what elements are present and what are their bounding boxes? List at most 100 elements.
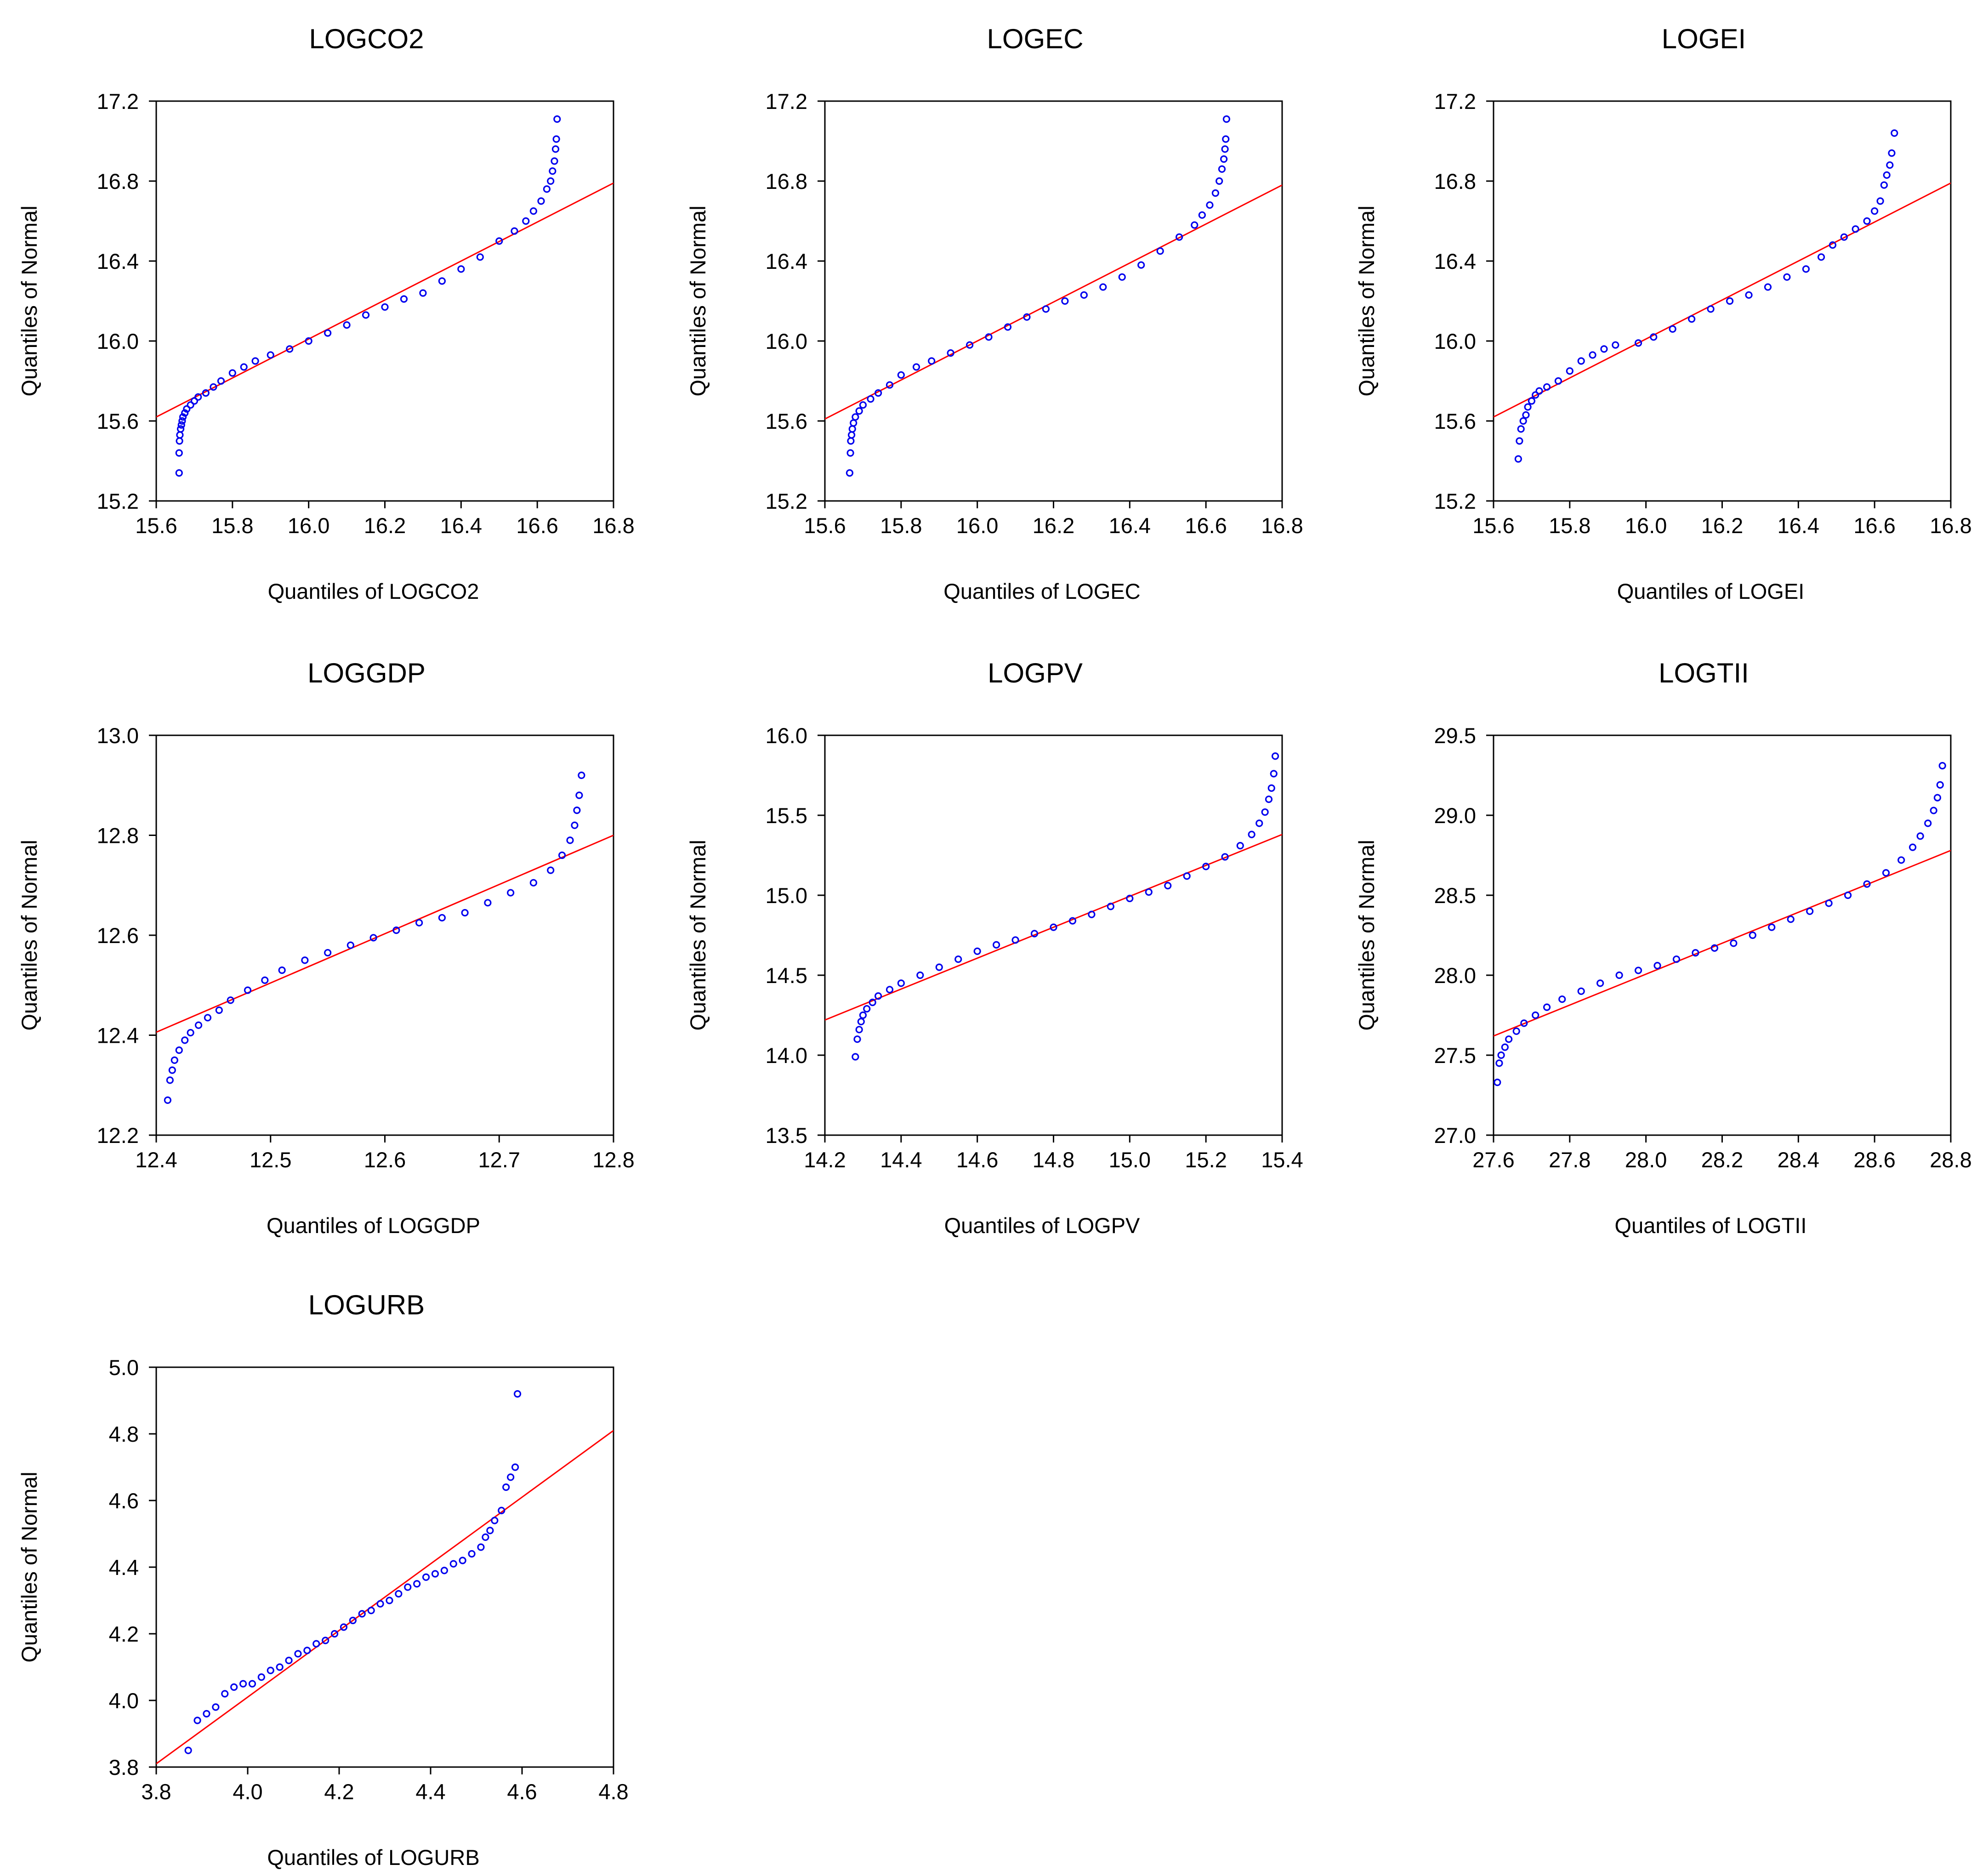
data-point [1730,939,1738,947]
data-point [513,1390,522,1398]
data-point [324,949,332,957]
data-point [1520,1019,1528,1027]
data-point [507,889,515,897]
y-tick-label: 16.0 [97,329,139,353]
data-point [181,409,189,417]
data-point [1528,397,1536,405]
plot-frame [824,734,1283,1136]
data-point [547,866,555,874]
data-point [440,1567,448,1574]
data-point [257,1673,265,1681]
data-point [985,333,993,341]
data-point [502,1483,510,1491]
x-tick-label: 15.8 [880,513,922,538]
data-point [1688,315,1696,323]
data-point [847,431,856,439]
x-tick-label: 16.4 [440,513,482,538]
data-point [1936,781,1944,789]
data-point [438,914,446,922]
x-tick-label: 4.6 [507,1779,537,1804]
data-point [1886,161,1894,169]
data-point [912,363,920,371]
plot-area [825,115,1282,477]
data-point [1222,135,1230,143]
data-point [1543,1003,1551,1011]
data-point [1494,1079,1501,1086]
x-axis-label: Quantiles of LOGEI [1617,579,1805,603]
data-point [324,329,332,337]
data-point [1255,819,1263,827]
y-axis-label: Quantiles of Normal [17,1472,41,1662]
data-point [1495,1059,1503,1067]
x-tick-label: 14.8 [1033,1148,1074,1172]
data-point [176,437,183,445]
data-point [1267,784,1275,792]
x-tick-label: 4.8 [598,1779,628,1804]
data-point [187,401,194,409]
x-tick-label: 16.2 [1033,513,1074,538]
plot-area [1494,129,1951,463]
data-point [177,421,185,429]
y-tick-label: 13.5 [766,1123,807,1148]
plot-area [156,1390,613,1764]
plot-frame [155,734,614,1136]
y-tick-label: 17.2 [1434,89,1476,114]
data-point [1933,794,1942,801]
data-point [859,1011,867,1019]
x-axis-label: Quantiles of LOGGDP [267,1213,480,1238]
plot-area [156,771,613,1104]
data-point [386,1597,393,1604]
data-point [1265,796,1273,803]
data-point [1566,367,1573,375]
data-point [1270,770,1278,778]
data-point [419,289,427,297]
panel-logtii: LOGTII 27.0 27.5 28.0 28.5 29.0 29.5 27.6 27.8 28… [1354,658,1972,1238]
data-point [286,345,294,353]
y-tick-label: 3.8 [109,1755,139,1779]
y-tick-label: 16.4 [766,249,807,273]
data-point [175,469,183,477]
x-tick-label: 12.4 [135,1148,177,1172]
data-point [459,1557,466,1564]
data-point [362,311,370,319]
data-point [551,145,560,153]
reference-line [156,835,613,1033]
y-axis-label: Quantiles of Normal [17,205,41,396]
data-point [1191,221,1198,229]
data-point [1176,233,1183,241]
y-axis-label: Quantiles of Normal [1354,840,1379,1030]
x-tick-label: 12.7 [478,1148,520,1172]
data-point [495,237,503,245]
data-point [553,115,561,123]
y-tick-label: 28.5 [1434,883,1476,908]
data-point [1512,1027,1520,1035]
data-point [1211,189,1219,197]
x-tick-label: 16.2 [364,513,406,538]
data-point [1897,856,1905,864]
data-point [1710,944,1719,952]
reference-line [1494,850,1951,1037]
x-tick-label: 12.5 [250,1148,291,1172]
data-point [312,1640,320,1648]
x-tick-label: 15.6 [1472,513,1514,538]
data-point [867,395,875,403]
data-point [558,851,566,859]
data-point [1802,265,1810,273]
x-tick-label: 28.0 [1625,1148,1667,1172]
data-point [547,177,555,185]
data-point [498,1506,506,1514]
data-point [175,1046,183,1054]
data-point [194,393,202,401]
y-tick-label: 4.4 [109,1555,139,1580]
x-tick-label: 4.4 [415,1779,445,1804]
data-point [203,1710,210,1718]
data-point [575,791,583,799]
y-axis-label: Quantiles of Normal [686,205,710,396]
data-point [886,986,894,994]
data-point [461,909,469,917]
data-point [215,1006,223,1014]
data-point [1524,403,1532,411]
data-point [1634,339,1642,347]
y-tick-label: 14.0 [766,1043,807,1068]
data-point [1497,1051,1505,1059]
